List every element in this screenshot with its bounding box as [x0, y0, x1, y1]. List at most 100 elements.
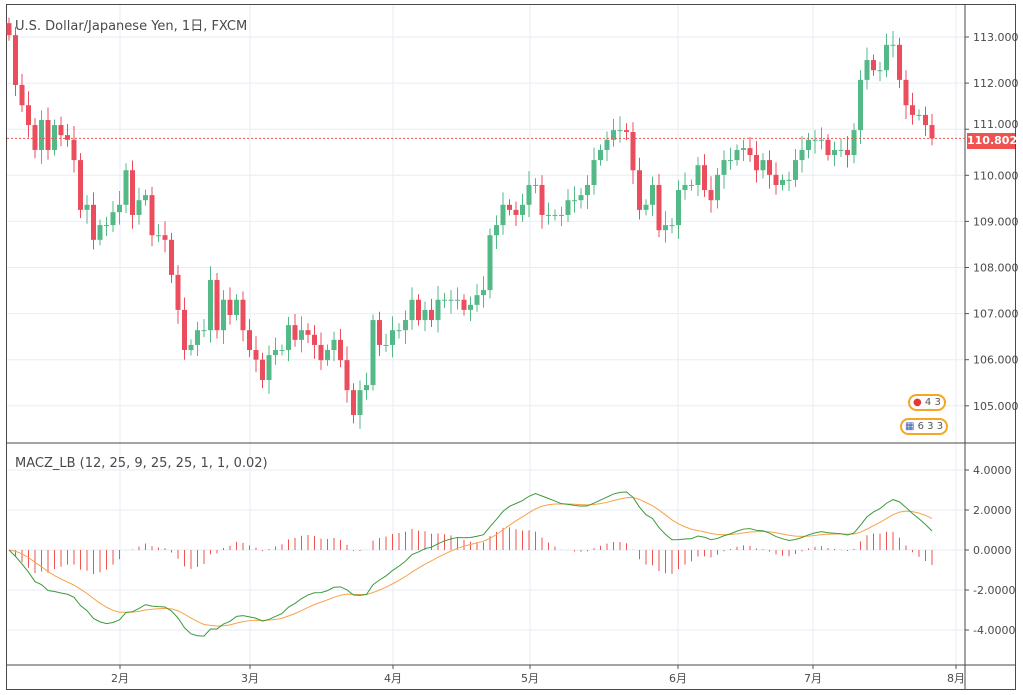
candle-down: [923, 114, 928, 126]
candle-up: [552, 214, 558, 216]
candle-up: [390, 330, 395, 345]
candle-up: [221, 299, 226, 331]
candle-up: [299, 330, 304, 340]
candle-up: [266, 355, 272, 380]
chart-title: U.S. Dollar/Japanese Yen, 1日, FXCM: [15, 19, 248, 34]
candle-up: [279, 350, 285, 352]
candle-up: [234, 299, 239, 315]
candle-up: [520, 204, 525, 215]
candle-up: [84, 204, 90, 210]
candle-up: [442, 299, 447, 301]
candle-up: [832, 149, 837, 156]
candle-up: [559, 214, 564, 216]
candle-down: [773, 174, 779, 185]
candle-up: [136, 200, 142, 215]
jp-flag-icon: ●: [913, 397, 922, 408]
price-tick-label: 111.000: [973, 118, 1019, 131]
candle-down: [338, 339, 343, 361]
candle-up: [598, 149, 603, 161]
candle-up: [403, 320, 408, 331]
macd-tick-label: -4.0000: [973, 624, 1015, 637]
last-price-label: 110.802: [967, 133, 1018, 149]
candle-down: [260, 359, 265, 380]
candle-up: [156, 235, 161, 237]
candle-up: [604, 139, 610, 150]
signal-line: [8, 497, 933, 627]
candle-down: [71, 139, 77, 161]
candle-up: [143, 195, 148, 201]
candle-up: [585, 184, 590, 196]
candle-down: [507, 204, 512, 210]
candle-down: [13, 35, 18, 85]
candle-up: [370, 320, 376, 386]
candle-up: [715, 174, 720, 201]
candle-up: [799, 149, 805, 161]
candle-up: [591, 160, 597, 185]
candle-up: [117, 204, 122, 213]
candle-down: [767, 160, 772, 175]
candle-down: [708, 190, 714, 201]
candle-up: [546, 214, 551, 216]
candle-down: [624, 130, 629, 132]
candle-up: [123, 170, 129, 205]
candle-up: [728, 160, 733, 162]
candle-down: [253, 350, 259, 360]
candle-up: [526, 184, 532, 205]
candle-up: [481, 290, 486, 296]
candle-down: [845, 149, 850, 156]
candle-up: [780, 179, 785, 185]
candle-up: [916, 114, 922, 116]
candle-down: [656, 184, 662, 231]
price-tick-label: 112.000: [973, 77, 1019, 90]
candle-down: [45, 119, 51, 150]
candle-down: [429, 309, 434, 321]
macd-tick-label: 0.0000: [973, 544, 1012, 557]
candle-down: [929, 125, 935, 139]
candle-up: [884, 44, 889, 71]
candle-down: [32, 125, 38, 150]
candle-up: [357, 390, 363, 416]
us-flag-icon: ▦: [905, 421, 915, 432]
candle-up: [331, 339, 337, 351]
candle-down: [91, 204, 96, 240]
candle-up: [448, 299, 454, 301]
candle-up: [455, 299, 460, 301]
candle-down: [214, 279, 220, 331]
candle-up: [858, 79, 863, 131]
candle-down: [637, 170, 642, 210]
candle-up: [97, 225, 103, 240]
candle-down: [630, 131, 636, 171]
event-label: 4 3: [924, 397, 941, 408]
candle-down: [539, 184, 545, 215]
candle-down: [903, 79, 909, 106]
candle-up: [396, 330, 402, 332]
date-tick-label: 7月: [804, 672, 822, 685]
event-badge-us[interactable]: ▦ 6 3 3: [900, 418, 949, 435]
candle-down: [26, 105, 31, 126]
candle-up: [39, 119, 44, 150]
macd-tick-label: 2.0000: [973, 504, 1012, 517]
candle-up: [734, 149, 740, 161]
macz-line: [8, 491, 933, 637]
candle-down: [58, 125, 64, 136]
candle-up: [864, 60, 870, 80]
candle-down: [377, 320, 382, 345]
candle-up: [617, 130, 623, 132]
candle-up: [663, 225, 668, 231]
candle-down: [240, 299, 246, 331]
event-badge-jp[interactable]: ● 4 3: [908, 394, 946, 411]
macd-tick-label: 4.0000: [973, 464, 1012, 477]
price-tick-label: 108.000: [973, 262, 1019, 275]
candle-up: [422, 309, 428, 321]
candle-down: [351, 390, 356, 416]
candle-down: [65, 135, 70, 140]
candle-up: [487, 235, 493, 291]
price-tick-label: 105.000: [973, 400, 1019, 413]
candle-down: [130, 170, 135, 215]
candle-up: [474, 295, 480, 305]
candle-up: [364, 385, 369, 391]
candle-down: [416, 299, 421, 321]
candle-down: [702, 165, 707, 191]
candle-down: [344, 360, 350, 391]
